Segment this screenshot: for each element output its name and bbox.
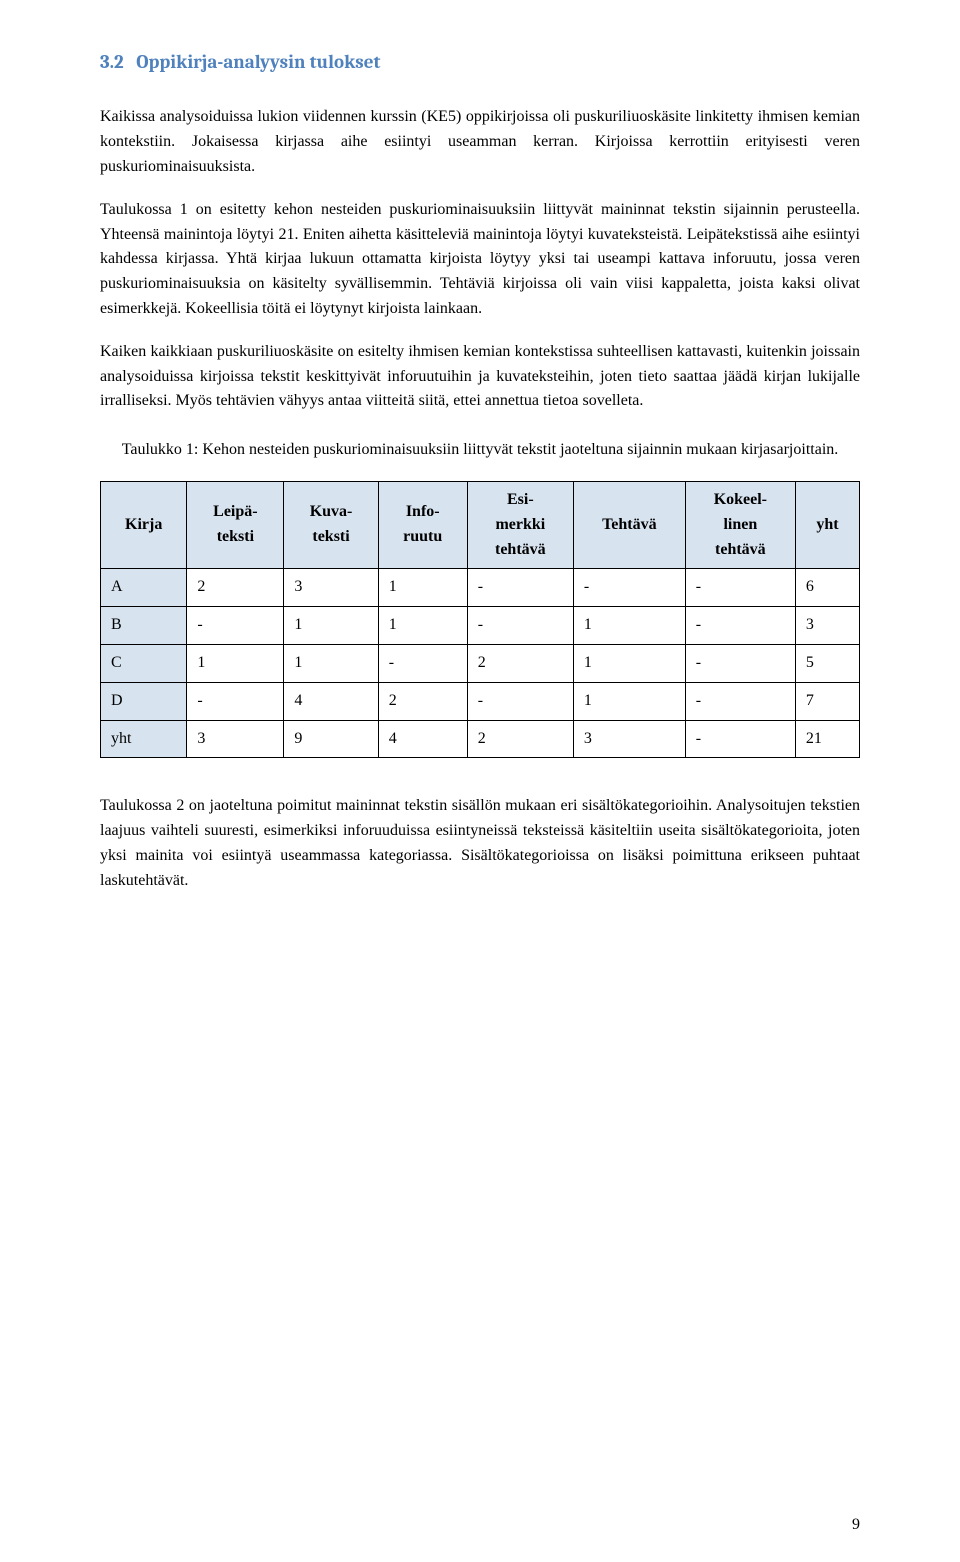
table-cell: - [685, 607, 795, 645]
table-cell-rowhead: A [101, 569, 187, 607]
table-1-col-leipateksti: Leipä-teksti [187, 482, 284, 569]
table-cell-rowhead: yht [101, 720, 187, 758]
table-cell-rowhead: B [101, 607, 187, 645]
paragraph-3: Kaiken kaikkiaan puskuriliuoskäsite on e… [100, 340, 860, 414]
page-container: 3.2 Oppikirja-analyysin tulokset Kaikiss… [0, 0, 960, 1562]
table-cell: 21 [795, 720, 859, 758]
section-number: 3.2 [100, 51, 124, 73]
table-1: Kirja Leipä-teksti Kuva-teksti Info-ruut… [100, 481, 860, 758]
paragraph-2: Taulukossa 1 on esitetty kehon nesteiden… [100, 198, 860, 322]
table-cell: 1 [284, 644, 378, 682]
table-1-body: A 2 3 1 - - - 6 B - 1 1 - 1 - 3 C 1 [101, 569, 860, 758]
table-cell: - [467, 569, 573, 607]
table-row: B - 1 1 - 1 - 3 [101, 607, 860, 645]
table-cell: 1 [187, 644, 284, 682]
table-row: C 1 1 - 2 1 - 5 [101, 644, 860, 682]
table-cell: 4 [284, 682, 378, 720]
table-cell: 3 [284, 569, 378, 607]
table-cell: 4 [378, 720, 467, 758]
table-1-col-kokeellinentehtava: Kokeel-linentehtävä [685, 482, 795, 569]
table-cell: - [378, 644, 467, 682]
table-cell-rowhead: D [101, 682, 187, 720]
table-cell-rowhead: C [101, 644, 187, 682]
table-cell: - [685, 644, 795, 682]
table-cell: 1 [573, 644, 685, 682]
table-cell: - [685, 682, 795, 720]
table-cell: 9 [284, 720, 378, 758]
table-cell: 1 [573, 607, 685, 645]
table-cell: 7 [795, 682, 859, 720]
table-cell: - [467, 607, 573, 645]
table-cell: 2 [467, 720, 573, 758]
table-1-col-yht: yht [795, 482, 859, 569]
table-cell: 3 [187, 720, 284, 758]
table-cell: 1 [573, 682, 685, 720]
table-cell: - [467, 682, 573, 720]
table-cell: 5 [795, 644, 859, 682]
table-1-caption: Taulukko 1: Kehon nesteiden puskuriomina… [100, 438, 860, 463]
paragraph-1: Kaikissa analysoiduissa lukion viidennen… [100, 105, 860, 179]
table-1-head: Kirja Leipä-teksti Kuva-teksti Info-ruut… [101, 482, 860, 569]
table-cell: - [685, 720, 795, 758]
paragraph-4: Taulukossa 2 on jaoteltuna poimitut main… [100, 794, 860, 893]
table-1-col-kirja: Kirja [101, 482, 187, 569]
table-cell: 2 [187, 569, 284, 607]
table-row: D - 4 2 - 1 - 7 [101, 682, 860, 720]
table-cell: 3 [795, 607, 859, 645]
section-heading: 3.2 Oppikirja-analyysin tulokset [100, 48, 860, 77]
table-cell: 1 [284, 607, 378, 645]
table-cell: - [187, 607, 284, 645]
table-1-col-inforuutu: Info-ruutu [378, 482, 467, 569]
table-cell: - [187, 682, 284, 720]
table-cell: - [573, 569, 685, 607]
table-1-col-esimerkkitehtava: Esi-merkkitehtävä [467, 482, 573, 569]
table-1-col-tehtava: Tehtävä [573, 482, 685, 569]
table-cell: 1 [378, 569, 467, 607]
table-1-col-kuvateksti: Kuva-teksti [284, 482, 378, 569]
table-cell: 6 [795, 569, 859, 607]
table-cell: 2 [467, 644, 573, 682]
table-cell: 2 [378, 682, 467, 720]
table-1-header-row: Kirja Leipä-teksti Kuva-teksti Info-ruut… [101, 482, 860, 569]
table-row-total: yht 3 9 4 2 3 - 21 [101, 720, 860, 758]
table-row: A 2 3 1 - - - 6 [101, 569, 860, 607]
page-number: 9 [852, 1513, 860, 1538]
section-title: Oppikirja-analyysin tulokset [136, 51, 380, 73]
table-cell: 1 [378, 607, 467, 645]
table-cell: 3 [573, 720, 685, 758]
table-cell: - [685, 569, 795, 607]
